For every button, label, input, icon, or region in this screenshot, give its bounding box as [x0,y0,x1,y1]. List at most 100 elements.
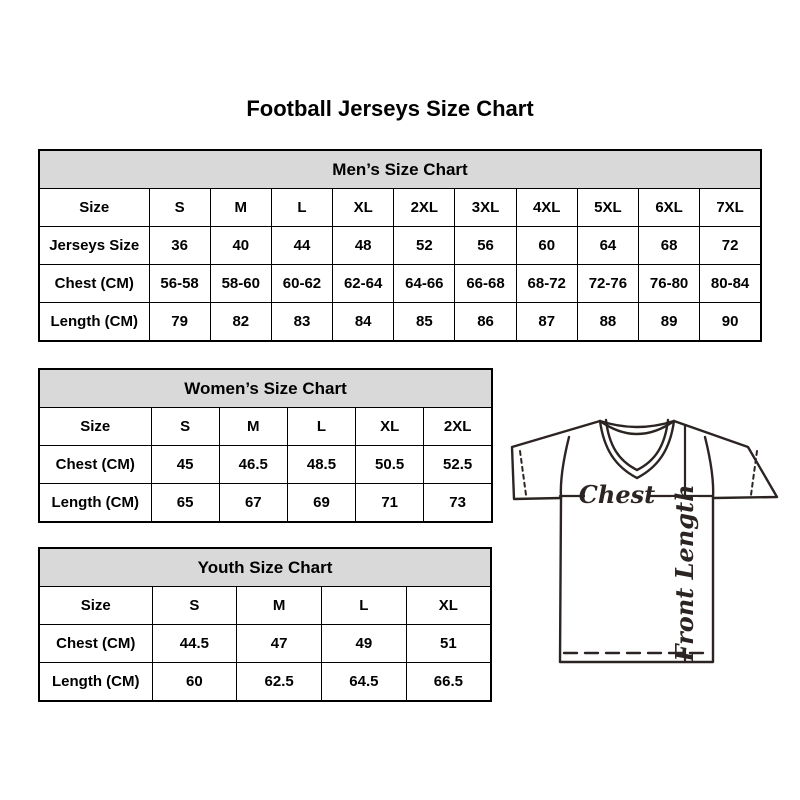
table-title: Women’s Size Chart [38,368,493,408]
value-cell: 82 [209,302,272,342]
jersey-collar-outer-v [598,419,676,480]
value-cell: 52.5 [423,445,493,484]
jersey-measurement-diagram: Chest Front Length [510,418,779,664]
jersey-left-sleeve [510,419,602,501]
value-cell: L [270,188,334,227]
value-cell: 4XL [515,188,578,227]
value-cell: S [148,188,211,227]
value-cell: 80-84 [699,264,762,303]
value-cell: 84 [332,302,395,342]
value-cell: 69 [286,483,357,523]
table-row: Jerseys Size 36 40 44 48 52 56 60 64 68 72 [38,226,762,265]
row-label-cell: Chest (CM) [38,624,153,663]
value-cell: 66-68 [454,264,517,303]
value-cell: 62-64 [332,264,395,303]
value-cell: 64-66 [393,264,456,303]
table-title: Youth Size Chart [38,547,492,587]
row-label-cell: Size [38,586,153,625]
front-length-label: Front Length [670,484,699,662]
value-cell: 76-80 [637,264,701,303]
value-cell: 83 [270,302,334,342]
row-label-cell: Length (CM) [38,662,153,702]
table-title-row: Youth Size Chart [38,547,492,587]
row-label-cell: Size [38,188,150,227]
table-row: Size S M L XL [38,586,492,625]
jersey-left-armhole-seam [559,435,571,500]
value-cell: 56 [454,226,517,265]
row-label-cell: Length (CM) [38,483,152,523]
value-cell: 44.5 [151,624,238,663]
value-cell: 72-76 [576,264,640,303]
value-cell: 47 [236,624,322,663]
value-cell: 60-62 [270,264,334,303]
value-cell: 46.5 [218,445,288,484]
jersey-right-armhole-seam [703,435,715,500]
value-cell: 62.5 [236,662,322,702]
youth-size-table: Youth Size Chart Size S M L XL Chest (CM) 44.5 4… [38,547,492,702]
value-cell: 86 [454,302,517,342]
jersey-right-cuff-dashed-line [750,450,758,496]
value-cell: 73 [423,483,493,523]
value-cell: 5XL [576,188,640,227]
value-cell: S [150,407,220,446]
value-cell: M [236,586,322,625]
jersey-collar-inner-v [604,418,670,472]
table-title-row: Men’s Size Chart [38,149,762,189]
table-row: Length (CM) 79 82 83 84 85 86 87 88 89 90 [38,302,762,342]
jersey-body-outline [558,496,715,664]
value-cell: XL [405,586,492,625]
value-cell: M [209,188,272,227]
chest-label-backing [585,483,649,507]
row-label-cell: Chest (CM) [38,264,150,303]
value-cell: 65 [150,483,220,523]
value-cell: 49 [321,624,407,663]
value-cell: 6XL [637,188,701,227]
value-cell: 72 [699,226,762,265]
row-label-cell: Length (CM) [38,302,150,342]
value-cell: 48.5 [286,445,357,484]
value-cell: 64 [576,226,640,265]
value-cell: 48 [332,226,395,265]
row-label-cell: Size [38,407,152,446]
table-row: Chest (CM) 44.5 47 49 51 [38,624,492,663]
value-cell: 87 [515,302,578,342]
womens-size-table: Women’s Size Chart Size S M L XL 2XL Chest (CM)… [38,368,493,523]
value-cell: S [151,586,238,625]
value-cell: 50.5 [355,445,425,484]
value-cell: 88 [576,302,640,342]
value-cell: XL [332,188,395,227]
value-cell: 60 [515,226,578,265]
value-cell: 67 [218,483,288,523]
table-row: Chest (CM) 45 46.5 48.5 50.5 52.5 [38,445,493,484]
value-cell: 45 [150,445,220,484]
value-cell: 60 [151,662,238,702]
front-length-label-backing [671,497,698,649]
value-cell: 52 [393,226,456,265]
jersey-collar-back-arc-shallow [598,419,676,429]
value-cell: M [218,407,288,446]
value-cell: 90 [699,302,762,342]
value-cell: 7XL [699,188,762,227]
table-title-row: Women’s Size Chart [38,368,493,408]
page-title: Football Jerseys Size Chart [246,96,534,121]
value-cell: 3XL [454,188,517,227]
value-cell: 44 [270,226,334,265]
value-cell: XL [355,407,425,446]
table-row: Length (CM) 60 62.5 64.5 66.5 [38,662,492,702]
value-cell: L [286,407,357,446]
jersey-right-sleeve [672,419,779,500]
value-cell: 2XL [393,188,456,227]
value-cell: 66.5 [405,662,492,702]
row-label-cell: Jerseys Size [38,226,150,265]
value-cell: 79 [148,302,211,342]
table-row: Size S M L XL 2XL 3XL 4XL 5XL 6XL 7XL [38,188,762,227]
value-cell: 89 [637,302,701,342]
value-cell: 71 [355,483,425,523]
value-cell: 64.5 [321,662,407,702]
table-row: Chest (CM) 56-58 58-60 60-62 62-64 64-66 66-68… [38,264,762,303]
value-cell: 85 [393,302,456,342]
value-cell: 68 [637,226,701,265]
chest-label: Chest [579,480,655,509]
table-title: Men’s Size Chart [38,149,762,189]
table-row: Length (CM) 65 67 69 71 73 [38,483,493,523]
